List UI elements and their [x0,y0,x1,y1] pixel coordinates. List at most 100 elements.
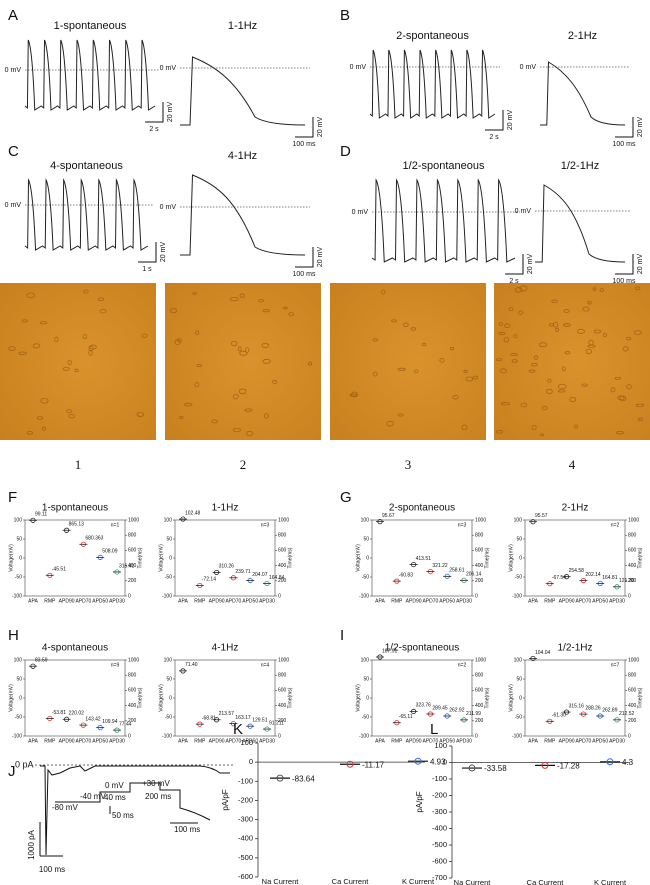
cell [561,366,566,372]
scale-bar [295,117,314,138]
x-tick-label: APA [528,738,538,744]
data-point [468,764,476,772]
x-tick-label: APD90 [559,738,575,744]
cell [592,287,597,291]
y-title: Voltage(mV) [355,684,361,712]
cell [564,351,571,355]
y2-tick-label: 0 [278,593,281,599]
y2-tick-label: 400 [278,563,287,569]
y2-tick-label: 800 [628,673,637,679]
trace-title: 1-1Hz [228,20,257,32]
cell [569,396,577,403]
value-label: 212.52 [619,711,635,717]
y-tick-label: 0 [19,695,22,701]
cell [42,426,46,431]
x-tick-label: APD50 [242,738,258,744]
cell [498,332,506,336]
cell [88,349,93,356]
panel-letter: D [340,143,351,160]
y2-title: Time(ms) [637,687,643,708]
panel-letter: G [340,489,352,506]
cell [351,391,358,398]
y2-tick-label: 600 [475,548,484,554]
y-tick-label: 0 [366,695,369,701]
panel-letter: I [340,627,344,644]
time-scale: 2 s [149,126,159,133]
cell [169,308,178,314]
x-tick-label: APD70 [422,738,438,744]
plot-title: 1/2-spontaneous [385,643,460,654]
value-label: 254.58 [569,568,585,574]
scale-bar [615,117,634,138]
y2-tick-label: 1000 [628,657,639,663]
cell [176,338,182,343]
cell [97,297,105,302]
value-label: 239.71 [235,569,251,575]
y-tick-label: -100 [432,774,447,783]
y-tick-label: 0 [443,757,447,766]
cell [563,309,570,313]
cell [8,346,16,351]
x-tick-label: APD50 [439,738,455,744]
y-tick-label: 0 [249,757,253,766]
value-label: 163.17 [235,715,251,721]
y-tick-label: -100 [359,593,369,599]
time-scale: 100 ms [613,278,636,285]
cell [373,371,378,377]
y-tick-label: -600 [238,872,253,881]
plot-frame [371,659,473,737]
x-tick-label: APD90 [209,738,225,744]
current-trace [40,765,230,856]
y2-title: Time(ms) [484,687,490,708]
y-tick-label: 50 [166,676,172,682]
value-label: -83.64 [292,774,315,783]
x-tick-label: RMP [44,738,56,744]
cell [68,414,75,419]
x-tick-label: APD90 [406,738,422,744]
y-tick-label: 100 [434,741,447,750]
y-title: Voltage(mV) [8,544,14,572]
scale-bar [485,110,504,131]
y2-title: Time(ms) [137,687,143,708]
cell [616,431,624,435]
x-tick-label: Na Current [454,878,492,885]
y-tick-label: 50 [363,536,369,542]
value-label: 99.11 [35,512,47,518]
cell [26,292,35,299]
y-tick-label: 100 [164,657,173,663]
cell [546,388,553,395]
x-tick-label: Ca Current [527,878,565,885]
time-scale: 100 ms [293,271,316,278]
value-label: 204.07 [252,572,268,578]
cell [538,342,548,348]
value-label: 321.22 [432,563,448,569]
x-tick-label: APD90 [406,598,422,604]
cell [174,339,181,346]
zero-label: 0 mV [160,204,177,211]
y-tick-label: 50 [16,676,22,682]
patch-label: 100 ms [39,865,65,874]
cell [39,321,48,325]
cell [602,332,607,338]
y2-tick-label: 200 [628,718,637,724]
patch-label: 1000 pA [27,829,36,859]
cell [32,343,41,349]
cell [633,330,642,336]
value-label: 91.211 [269,720,284,726]
value-label: -17.28 [557,761,580,770]
cell [414,369,419,374]
y2-tick-label: 600 [628,548,637,554]
y-tick-label: -50 [15,714,22,720]
panel-letter: L [430,721,438,738]
n-label: n=3 [458,522,467,528]
micrograph [330,283,486,440]
x-tick-label: APD30 [456,738,472,744]
x-tick-label: K Current [594,878,627,885]
cell [66,409,73,414]
voltage-scale: 20 mV [637,117,644,138]
x-tick-label: APA [375,738,385,744]
cell [229,296,239,302]
cell [557,389,566,393]
y-tick-label: 100 [361,657,370,663]
